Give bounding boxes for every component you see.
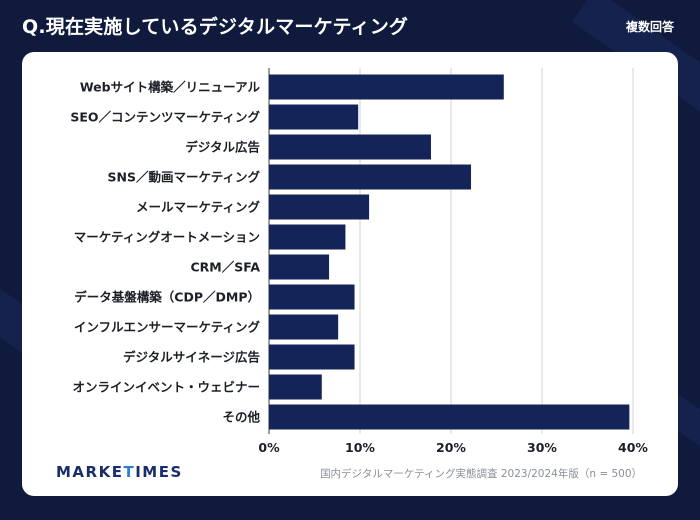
bar <box>269 134 431 160</box>
bar <box>269 254 330 280</box>
marketimes-logo: MARKETIMES <box>56 463 183 481</box>
logo-text-accent: T <box>123 463 136 481</box>
x-tick-label: 10% <box>345 440 375 455</box>
chart-card: Webサイト構築／リニューアル SEO／コンテンツマーケティングデジタル広告 SNS… <box>22 52 678 496</box>
bar <box>269 104 359 130</box>
category-label: SNS／動画マーケティング <box>108 170 261 185</box>
bar <box>269 74 504 100</box>
multiple-answer-badge: 複数回答 <box>625 20 674 34</box>
category-label: デジタル広告 <box>185 140 260 155</box>
x-tick-label: 40% <box>618 440 648 455</box>
logo-text-main: MARKE <box>56 463 124 481</box>
bar <box>269 224 346 250</box>
category-label: インフルエンサーマーケティング <box>74 320 261 335</box>
x-tick-label: 0% <box>258 440 280 455</box>
survey-source-note: 国内デジタルマーケティング実態調査 2023/2024年版（n = 500） <box>320 468 642 480</box>
bar <box>269 344 355 370</box>
bar <box>269 194 370 220</box>
bar <box>269 284 355 310</box>
category-label: オンラインイベント・ウェビナー <box>72 380 260 395</box>
bar <box>269 374 322 400</box>
category-label: Webサイト構築／リニューアル <box>80 80 261 95</box>
category-label: SEO／コンテンツマーケティング <box>70 110 260 125</box>
x-tick-label: 30% <box>527 440 557 455</box>
x-tick-label: 20% <box>436 440 466 455</box>
category-label: デジタルサイネージ広告 <box>123 350 261 365</box>
category-label: その他 <box>222 410 260 425</box>
category-label: データ基盤構築（CDP／DMP） <box>74 290 260 305</box>
category-label: CRM／SFA <box>190 260 260 275</box>
bar <box>269 164 472 190</box>
logo-text-rest: IMES <box>135 463 183 481</box>
category-label: メールマーケティング <box>136 200 261 215</box>
page-title: Q.現在実施しているデジタルマーケティング <box>22 16 409 38</box>
bar <box>269 404 630 430</box>
bar <box>269 314 339 340</box>
category-label: マーケティングオートメーション <box>74 230 260 245</box>
